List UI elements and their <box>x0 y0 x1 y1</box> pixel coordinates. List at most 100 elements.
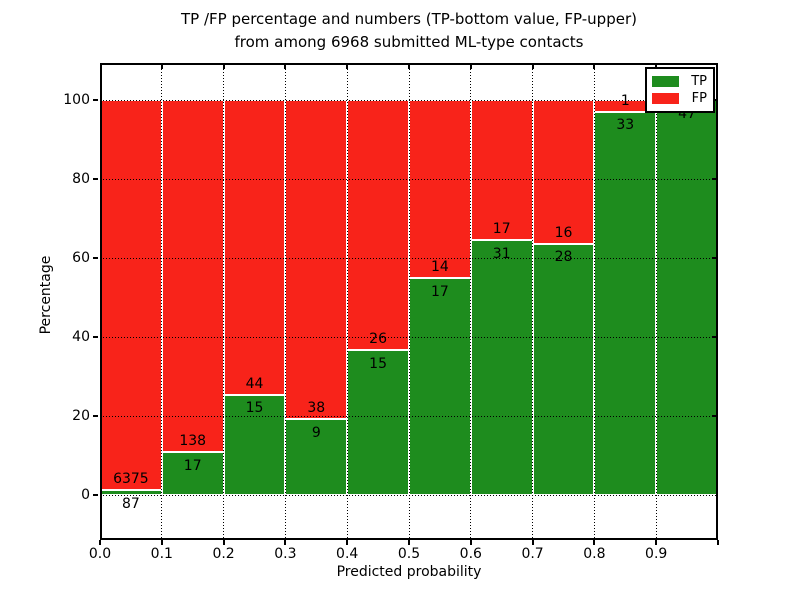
y-axis-label: Percentage <box>38 255 54 335</box>
left-tick-mark <box>93 415 98 417</box>
bar-count-labels-layer: 6375 87 138 17 44 15 38 9 26 15 14 17 17 31 16 28 1 33 47 <box>100 63 718 540</box>
fp-count-label: 16 <box>554 224 573 241</box>
y-tick-label: 0 <box>81 487 90 503</box>
top-tick-mark <box>469 65 472 69</box>
bottom-tick-mark <box>284 540 287 545</box>
right-tick-mark <box>712 415 716 417</box>
top-tick-mark <box>222 65 225 69</box>
bottom-tick-mark <box>531 540 534 545</box>
bottom-tick-mark <box>346 540 349 545</box>
tp-count-label: 15 <box>245 400 264 417</box>
y-tick-label: 100 <box>63 92 90 108</box>
y-tick-label: 40 <box>72 329 90 345</box>
left-tick-mark <box>93 99 98 101</box>
legend-row-tp: TP <box>652 73 707 90</box>
fp-bar-segment <box>532 100 595 244</box>
tp-count-label: 17 <box>430 284 449 301</box>
tp-count-label: 33 <box>616 117 635 134</box>
top-tick-mark <box>160 65 163 69</box>
vertical-gridline <box>223 63 225 540</box>
x-tick-label: 0.6 <box>459 546 482 562</box>
bottom-tick-mark <box>469 540 472 545</box>
vertical-gridline <box>161 63 163 540</box>
legend-label-fp: FP <box>691 91 707 106</box>
tp-bar-segment <box>285 419 348 495</box>
vertical-gridline <box>593 63 595 540</box>
horizontal-gridline <box>100 99 718 101</box>
horizontal-gridline <box>100 494 718 496</box>
vertical-gridline <box>532 63 534 540</box>
x-tick-label: 0.9 <box>645 546 668 562</box>
tp-count-label: 15 <box>369 356 387 373</box>
x-tick-label: 0.1 <box>150 546 173 562</box>
fp-count-label: 17 <box>492 220 511 237</box>
fp-bar-segment <box>347 100 409 351</box>
x-tick-label: 0.8 <box>583 546 606 562</box>
y-tick-label: 20 <box>72 408 90 424</box>
tp-count-label: 17 <box>183 457 202 474</box>
vertical-gridline <box>346 63 348 540</box>
horizontal-gridline <box>100 336 718 338</box>
top-tick-mark <box>593 65 596 69</box>
top-tick-mark <box>346 65 349 69</box>
gridlines-layer <box>100 63 718 540</box>
horizontal-gridline <box>100 178 718 180</box>
x-tick-label: 0.4 <box>336 546 359 562</box>
fp-count-label: 14 <box>430 259 449 276</box>
legend-label-tp: TP <box>691 74 707 89</box>
y-tick-label: 60 <box>72 250 90 266</box>
bottom-tick-mark <box>408 540 410 545</box>
top-tick-mark <box>531 65 534 69</box>
top-tick-mark <box>408 65 410 69</box>
tp-count-label: 31 <box>492 245 511 262</box>
right-tick-mark <box>712 178 716 180</box>
bottom-tick-mark <box>655 540 658 545</box>
tp-color-swatch <box>652 76 679 87</box>
fp-color-swatch <box>652 93 679 104</box>
legend: TP FP <box>645 67 715 113</box>
horizontal-gridline <box>100 257 718 259</box>
x-tick-label: 0.5 <box>397 546 421 562</box>
vertical-gridline <box>470 63 472 540</box>
vertical-gridline <box>655 63 657 540</box>
tp-bar-segment <box>532 243 595 495</box>
tp-bar-segment <box>347 350 409 495</box>
tp-count-label: 87 <box>121 495 140 512</box>
bottom-tick-mark <box>593 540 596 545</box>
chart-title: TP /FP percentage and numbers (TP-bottom… <box>100 8 718 54</box>
left-tick-mark <box>93 336 98 338</box>
fp-bar-segment <box>470 100 533 240</box>
chart-title-line2: from among 6968 submitted ML-type contac… <box>234 33 584 51</box>
x-tick-label: 0.2 <box>212 546 235 562</box>
fp-count-label: 38 <box>307 400 326 417</box>
plot-area: 6375 87 138 17 44 15 38 9 26 15 14 17 17 31 16 28 1 33 47 … <box>93 63 719 545</box>
left-tick-mark <box>93 494 98 496</box>
fp-count-label: 6375 <box>113 470 149 487</box>
vertical-gridline <box>408 63 410 540</box>
fp-count-label: 26 <box>369 331 387 348</box>
bottom-tick-mark <box>99 540 101 545</box>
bottom-tick-mark <box>160 540 163 545</box>
x-tick-label: 0.7 <box>521 546 544 562</box>
bottom-tick-mark <box>222 540 225 545</box>
bars-layer <box>100 63 718 540</box>
axes-frame <box>100 63 718 540</box>
horizontal-gridline <box>100 415 718 417</box>
fp-bar-segment <box>285 100 348 420</box>
fp-count-label: 138 <box>179 432 207 449</box>
x-tick-label: 0.3 <box>274 546 297 562</box>
left-tick-mark <box>93 178 98 180</box>
x-tick-label: 0.0 <box>88 546 112 562</box>
vertical-gridline <box>284 63 286 540</box>
fp-count-label: 44 <box>245 375 264 392</box>
fp-count-label: 1 <box>620 92 630 109</box>
x-axis-label: Predicted probability <box>336 564 482 580</box>
right-tick-mark <box>712 336 716 338</box>
chart-title-line1: TP /FP percentage and numbers (TP-bottom… <box>181 10 637 28</box>
tp-count-label: 28 <box>554 249 573 266</box>
bottom-tick-mark <box>717 540 719 545</box>
tp-count-label: 9 <box>311 425 321 442</box>
top-tick-mark <box>284 65 287 69</box>
y-tick-label: 80 <box>72 171 90 187</box>
